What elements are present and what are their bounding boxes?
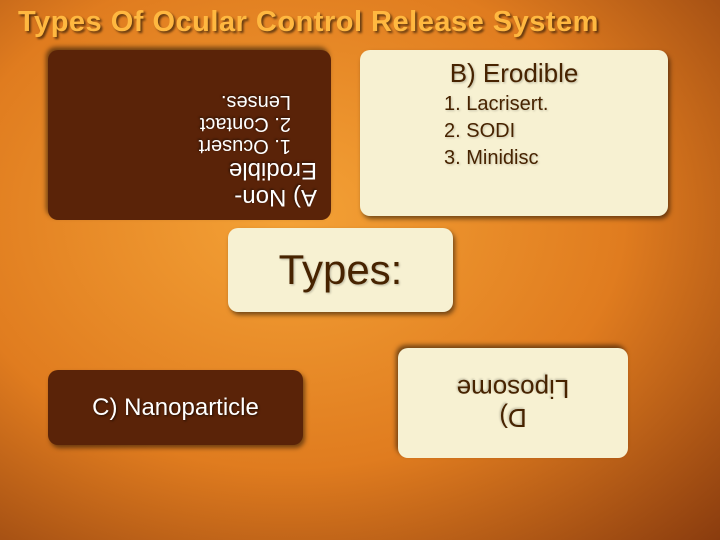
slide: Types Of Ocular Control Release System A… (0, 0, 720, 540)
box-b-header: B) Erodible (374, 58, 654, 89)
box-b-erodible: B) Erodible 1. Lacrisert. 2. SODI 3. Min… (360, 50, 668, 216)
box-d-liposome: D) Liposome (398, 348, 628, 458)
box-a-header-line1: A) Non- (62, 185, 317, 210)
box-a-item-1: 1. Ocusert (62, 134, 291, 156)
box-a-item-2-line1: 2. Contact (62, 112, 291, 134)
box-b-item-2: 2. SODI (444, 118, 654, 145)
box-b-item-3: 3. Minidisc (444, 145, 654, 172)
box-center-types: Types: (228, 228, 453, 312)
box-d-line2: Liposome (457, 374, 570, 403)
box-a-non-erodible: A) Non- Erodible 1. Ocusert 2. Contact L… (48, 50, 331, 220)
box-c-nanoparticle: C) Nanoparticle (48, 370, 303, 445)
slide-title: Types Of Ocular Control Release System (18, 6, 718, 39)
box-b-item-1: 1. Lacrisert. (444, 91, 654, 118)
box-a-header-line2: Erodible (62, 158, 317, 183)
box-a-item-2-line2: Lenses. (62, 91, 291, 113)
box-d-line1: D) (499, 403, 526, 432)
